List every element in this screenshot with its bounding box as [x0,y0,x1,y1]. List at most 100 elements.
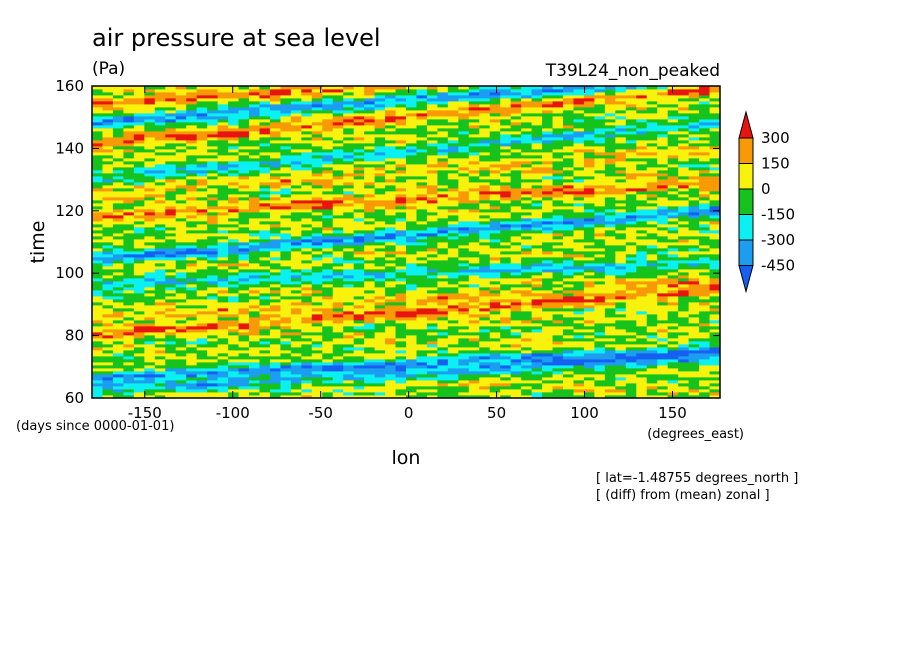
heatmap-cell [207,257,218,261]
heatmap-cell [385,245,396,249]
heatmap-cell [395,368,407,372]
heatmap-cell [269,248,281,252]
heatmap-cell [604,203,616,207]
heatmap-cell [416,278,428,282]
heatmap-cell [123,353,135,357]
heatmap-cell [102,260,114,264]
heatmap-cell [175,245,187,249]
heatmap-cell [217,338,229,342]
heatmap-cell [688,251,700,255]
heatmap-cell [500,242,512,246]
heatmap-cell [154,194,166,198]
heatmap-cell [238,170,250,174]
heatmap-cell [92,251,103,255]
heatmap-cell [688,185,700,189]
heatmap-cell [301,215,313,219]
heatmap-cell [458,221,470,225]
heatmap-cell [186,335,198,339]
heatmap-cell [636,260,648,264]
heatmap-cell [311,389,323,393]
heatmap-cell [238,218,250,222]
heatmap-cell [426,389,438,393]
heatmap-cell [123,188,135,192]
heatmap-cell [667,389,679,393]
heatmap-cell [489,197,501,201]
heatmap-cell [531,263,543,267]
heatmap-cell [646,332,658,336]
heatmap-cell [186,212,198,216]
heatmap-cell [322,335,334,339]
heatmap-cell [311,149,323,153]
heatmap-cell [426,293,438,297]
heatmap-cell [196,155,208,159]
heatmap-cell [186,395,198,399]
heatmap-cell [249,224,260,228]
heatmap-cell [688,224,700,228]
heatmap-cell [521,350,532,354]
heatmap-cell [563,386,574,390]
heatmap-cell [688,347,700,351]
heatmap-cell [154,320,166,324]
heatmap-cell [332,386,344,390]
heatmap-cell [489,344,501,348]
heatmap-cell [92,164,103,168]
heatmap-cell [657,167,669,171]
heatmap-cell [332,344,344,348]
heatmap-cell [102,167,114,171]
heatmap-cell [322,278,334,282]
heatmap-cell [604,263,616,267]
heatmap-cell [133,329,145,333]
heatmap-cell [123,362,135,366]
heatmap-cell [426,254,438,258]
heatmap-cell [290,317,302,321]
heatmap-cell [447,164,459,168]
heatmap-cell [322,389,334,393]
heatmap-cell [699,344,710,348]
heatmap-cell [406,380,417,384]
heatmap-cell [657,371,669,375]
heatmap-cell [301,284,313,288]
heatmap-cell [479,272,491,276]
heatmap-cell [625,170,637,174]
heatmap-cell [186,206,198,210]
heatmap-cell [458,332,470,336]
heatmap-cell [364,293,375,297]
heatmap-cell [249,332,260,336]
heatmap-cell [144,194,156,198]
heatmap-cell [144,359,156,363]
heatmap-cell [228,389,239,393]
heatmap-cell [343,200,355,204]
heatmap-cell [165,338,177,342]
heatmap-cell [510,185,522,189]
heatmap-cell [542,200,553,204]
heatmap-cell [249,353,260,357]
heatmap-cell [573,212,585,216]
heatmap-cell [102,326,114,330]
heatmap-cell [290,374,302,378]
heatmap-cell [385,179,396,183]
heatmap-cell [657,263,669,267]
heatmap-cell [489,308,501,312]
heatmap-cell [353,392,365,396]
heatmap-cell [678,284,689,288]
heatmap-cell [175,254,187,258]
heatmap-cell [521,389,532,393]
heatmap-cell [385,221,396,225]
heatmap-cell [249,290,260,294]
heatmap-cell [636,182,648,186]
heatmap-cell [332,215,344,219]
heatmap-cell [468,242,480,246]
heatmap-cell [625,308,637,312]
heatmap-cell [301,323,313,327]
heatmap-cell [426,266,438,270]
heatmap-cell [699,266,710,270]
heatmap-cell [489,164,501,168]
heatmap-cell [374,392,386,396]
heatmap-cell [542,347,553,351]
heatmap-cell [92,227,103,231]
heatmap-cell [269,218,281,222]
heatmap-cell [133,182,145,186]
heatmap-cell [154,191,166,195]
heatmap-cell [269,215,281,219]
